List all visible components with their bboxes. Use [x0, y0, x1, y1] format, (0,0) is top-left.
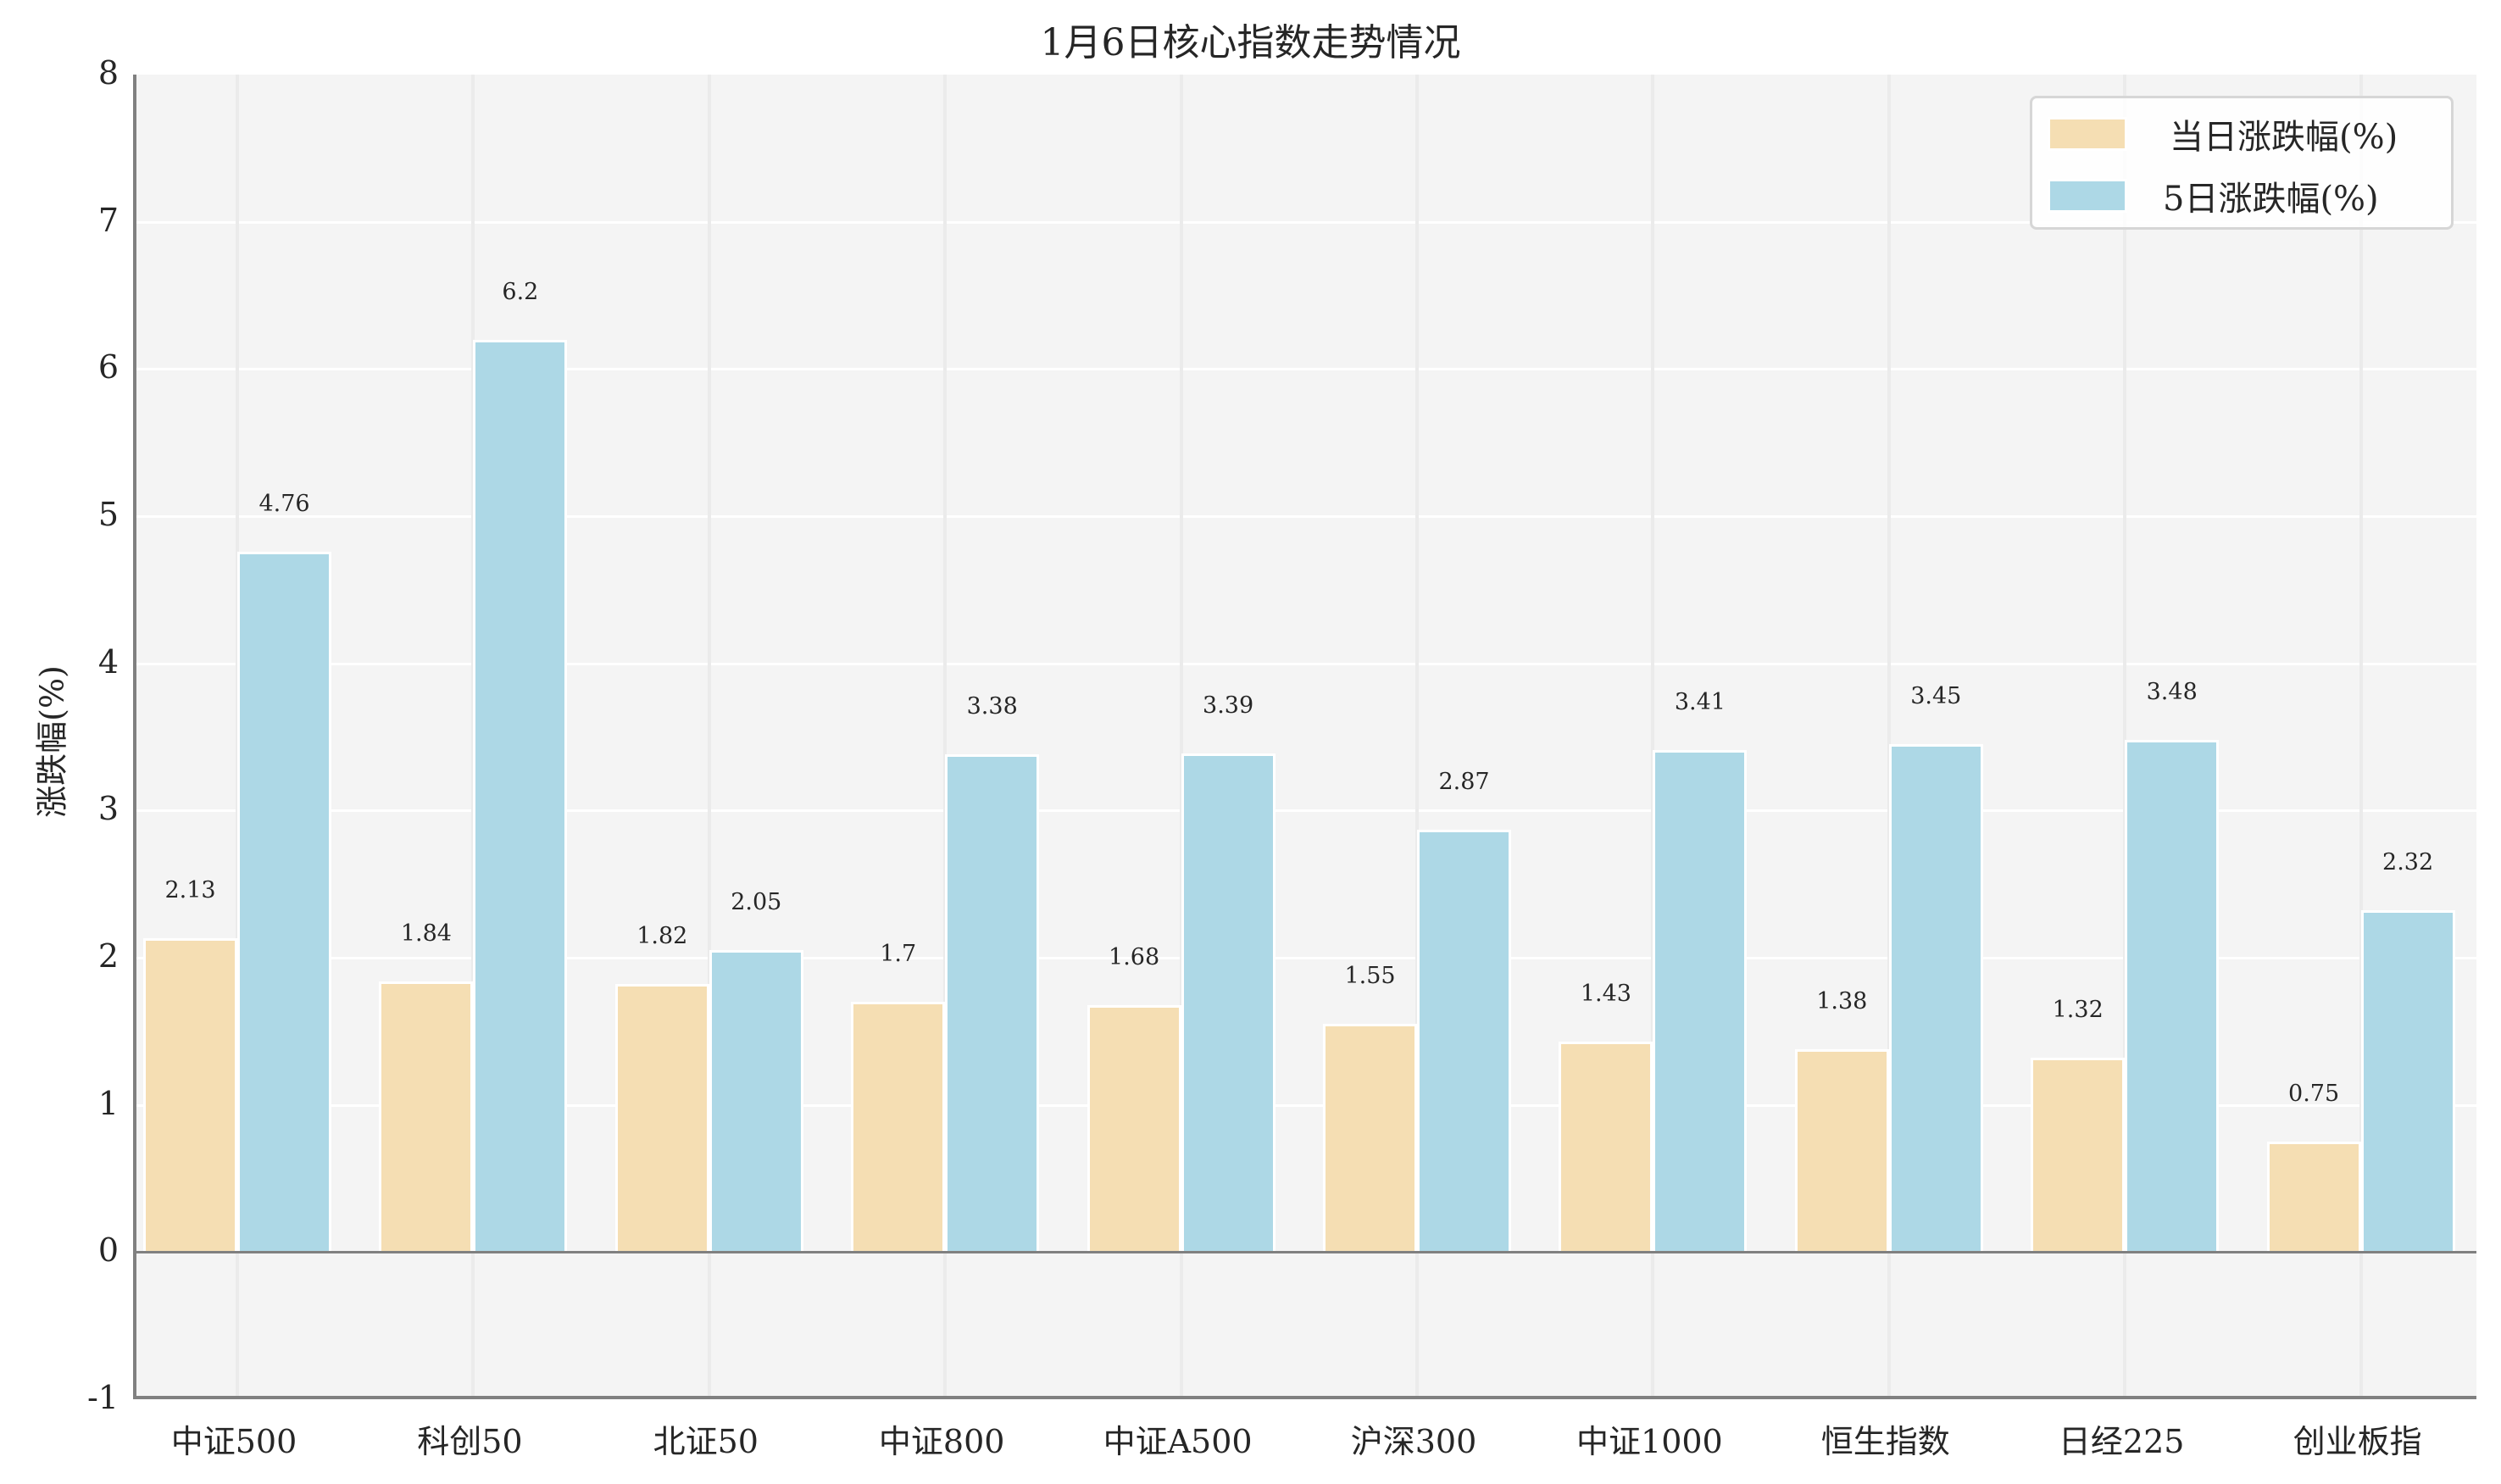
y-tick-label: 4	[97, 642, 119, 681]
bar-value-label: 1.43	[1580, 980, 1631, 1007]
bar-daily-change	[2031, 1058, 2126, 1253]
bar-daily-change	[1323, 1024, 1417, 1253]
bar-value-label: 2.87	[1438, 768, 1490, 795]
legend-label-5day: 5日涨跌幅(%)	[2163, 180, 2379, 219]
x-tick-label: 中证A500	[1103, 1423, 1253, 1460]
bar-5day-change	[1417, 829, 1511, 1253]
bar-5day-change	[1888, 744, 1983, 1253]
x-tick-label: 中证800	[878, 1423, 1005, 1460]
bar-5day-change	[237, 551, 331, 1253]
bar-value-label: 2.13	[164, 877, 216, 904]
bar-value-label: 1.82	[636, 923, 688, 950]
bar-value-label: 1.55	[1344, 963, 1396, 990]
zero-baseline	[136, 1251, 2476, 1254]
grid-line-horizontal	[136, 220, 2476, 224]
legend-label-daily: 当日涨跌幅(%)	[2170, 118, 2398, 157]
chart-title: 1月6日核心指数走势情况	[1040, 21, 1461, 64]
grid-line-vertical	[1415, 75, 1419, 1396]
grid-line-horizontal	[136, 809, 2476, 813]
grid-line-vertical	[2123, 75, 2127, 1396]
y-tick-label: 8	[97, 54, 119, 92]
x-tick-label: 创业板指	[2293, 1423, 2422, 1460]
bar-value-label: 1.68	[1109, 943, 1160, 970]
grid-line-vertical	[707, 75, 711, 1396]
bar-value-label: 1.38	[1816, 987, 1868, 1014]
bar-value-label: 1.32	[2052, 997, 2104, 1024]
bar-5day-change	[2360, 910, 2455, 1253]
legend: 当日涨跌幅(%) 5日涨跌幅(%)	[2030, 96, 2454, 230]
bar-value-label: 2.05	[731, 889, 782, 916]
grid-line-horizontal	[136, 515, 2476, 518]
bar-daily-change	[1794, 1048, 1889, 1253]
bar-5day-change	[473, 339, 568, 1253]
bar-5day-change	[945, 754, 1040, 1253]
x-tick-label: 中证500	[170, 1423, 297, 1460]
grid-line-vertical	[1887, 75, 1891, 1396]
grid-line-horizontal	[136, 1103, 2476, 1107]
bar-value-label: 4.76	[258, 490, 310, 517]
bar-5day-change	[709, 950, 803, 1253]
y-tick-label: 3	[97, 790, 119, 828]
bar-value-label: 3.48	[2146, 678, 2198, 705]
bar-value-label: 1.7	[880, 941, 917, 968]
bar-value-label: 6.2	[502, 278, 539, 305]
grid-line-vertical	[1651, 75, 1655, 1396]
grid-line-vertical	[943, 75, 948, 1396]
bar-value-label: 1.84	[400, 920, 452, 947]
grid-line-vertical	[2359, 75, 2363, 1396]
grid-line-horizontal	[136, 957, 2476, 959]
bar-daily-change	[2266, 1142, 2361, 1253]
legend-swatch-5day	[2048, 179, 2127, 213]
bar-value-label: 3.45	[1910, 683, 1962, 710]
plot-area: 2.13 1.84 1.82 1.7 1.68 1.55 1.43 1.38 1.32 0.75 4…	[133, 75, 2476, 1399]
legend-item-5day: 5日涨跌幅(%)	[2048, 175, 2379, 219]
y-tick-label: 6	[97, 348, 119, 386]
bar-value-label: 0.75	[2288, 1081, 2340, 1108]
x-tick-label: 沪深300	[1350, 1423, 1477, 1460]
bar-5day-change	[2125, 739, 2220, 1253]
x-tick-label: 中证1000	[1576, 1423, 1723, 1460]
bar-daily-change	[851, 1002, 946, 1253]
bar-value-label: 3.39	[1203, 692, 1254, 719]
legend-swatch-daily	[2048, 117, 2127, 151]
bar-daily-change	[379, 981, 474, 1253]
y-tick-label: -1	[86, 1379, 119, 1416]
grid-line-horizontal	[136, 368, 2476, 371]
x-tick-label: 科创50	[417, 1423, 523, 1460]
bar-5day-change	[1653, 750, 1748, 1253]
y-tick-label: 0	[97, 1231, 119, 1270]
bar-daily-change	[1087, 1004, 1181, 1253]
bar-daily-change	[614, 984, 709, 1253]
bar-value-label: 3.38	[966, 693, 1018, 720]
y-tick-label: 1	[97, 1084, 119, 1122]
x-tick-label: 日经225	[2058, 1423, 2185, 1460]
y-tick-label: 2	[97, 937, 119, 975]
grid-line-vertical	[1179, 75, 1183, 1396]
bar-daily-change	[1559, 1041, 1653, 1253]
bar-value-label: 3.41	[1674, 689, 1726, 716]
legend-item-daily: 当日涨跌幅(%)	[2048, 113, 2398, 157]
grid-line-horizontal	[136, 662, 2476, 665]
x-tick-label: 北证50	[653, 1423, 759, 1460]
bar-5day-change	[1181, 753, 1276, 1253]
y-tick-label: 7	[97, 201, 119, 239]
x-tick-label: 恒生指数	[1820, 1423, 1950, 1460]
bar-value-label: 2.32	[2382, 849, 2434, 876]
bar-daily-change	[143, 938, 237, 1253]
y-tick-label: 5	[97, 496, 119, 533]
